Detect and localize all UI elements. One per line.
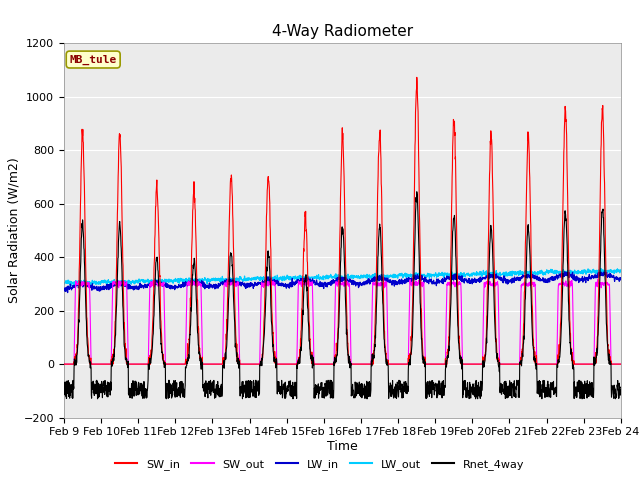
Rnet_4way <box>505 394 513 399</box>
LW_out <box>67 283 75 288</box>
LW_out <box>216 276 223 282</box>
Rnet_4way <box>358 381 366 387</box>
LW_in <box>216 282 223 288</box>
SW_in <box>413 74 420 80</box>
SW_in <box>358 361 366 367</box>
LW_out <box>617 268 625 274</box>
SW_out <box>617 361 625 367</box>
SW_in <box>371 340 378 346</box>
Line: LW_in: LW_in <box>64 272 621 293</box>
Rnet_4way <box>216 394 223 400</box>
LW_out <box>60 281 68 287</box>
SW_out <box>504 361 512 367</box>
Rnet_4way <box>584 381 591 387</box>
LW_in <box>504 278 512 284</box>
Line: SW_out: SW_out <box>64 280 621 364</box>
SW_out <box>584 361 591 367</box>
LW_in <box>617 277 625 283</box>
SW_out <box>406 277 414 283</box>
SW_in <box>60 361 68 367</box>
LW_in <box>359 280 367 286</box>
LW_in <box>371 274 379 280</box>
LW_out <box>371 273 379 278</box>
SW_in <box>504 361 512 367</box>
LW_out <box>584 269 591 275</box>
Legend: SW_in, SW_out, LW_in, LW_out, Rnet_4way: SW_in, SW_out, LW_in, LW_out, Rnet_4way <box>111 455 529 474</box>
Line: LW_out: LW_out <box>64 268 621 286</box>
Rnet_4way <box>617 388 625 394</box>
Title: 4-Way Radiometer: 4-Way Radiometer <box>272 24 413 39</box>
Text: MB_tule: MB_tule <box>70 54 117 65</box>
Rnet_4way <box>371 342 379 348</box>
LW_out <box>597 265 605 271</box>
SW_out <box>568 277 575 283</box>
LW_out <box>359 273 367 278</box>
SW_out <box>358 361 366 367</box>
LW_out <box>568 268 575 274</box>
SW_out <box>216 361 223 367</box>
LW_out <box>504 273 512 278</box>
Rnet_4way <box>568 357 576 362</box>
LW_in <box>64 290 72 296</box>
LW_in <box>584 276 591 281</box>
SW_in <box>216 361 223 367</box>
Rnet_4way <box>60 384 68 390</box>
SW_in <box>568 354 575 360</box>
SW_in <box>617 361 625 367</box>
LW_in <box>60 288 68 294</box>
LW_in <box>561 269 569 275</box>
Y-axis label: Solar Radiation (W/m2): Solar Radiation (W/m2) <box>8 157 21 303</box>
LW_in <box>568 272 576 277</box>
SW_out <box>60 361 68 367</box>
Rnet_4way <box>413 189 420 194</box>
X-axis label: Time: Time <box>327 440 358 453</box>
SW_out <box>371 281 378 287</box>
SW_in <box>584 361 591 367</box>
Rnet_4way <box>363 396 371 402</box>
Line: SW_in: SW_in <box>64 77 621 364</box>
Line: Rnet_4way: Rnet_4way <box>64 192 621 399</box>
